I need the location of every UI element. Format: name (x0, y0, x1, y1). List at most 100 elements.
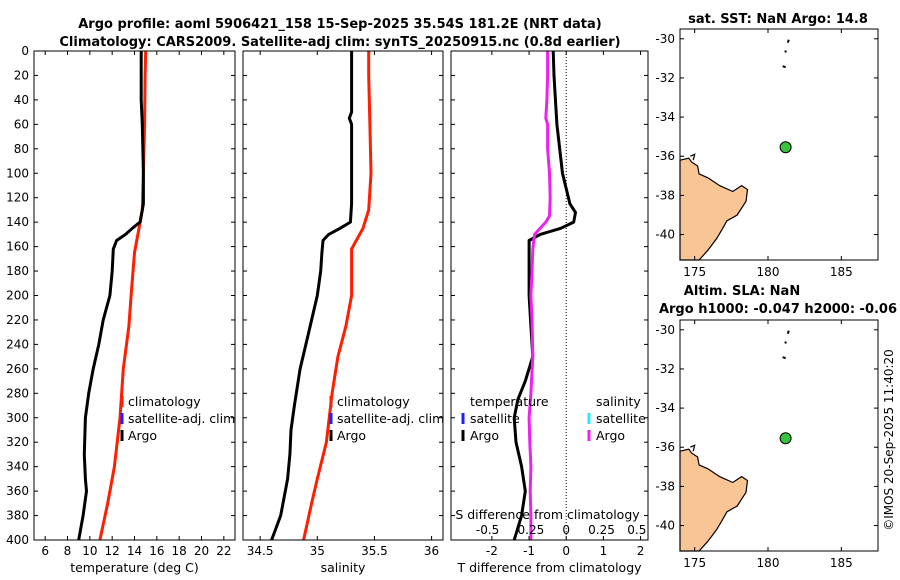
x-tick-label: 185 (830, 265, 853, 279)
legend-label: climatology (337, 394, 410, 409)
x-tick-label: 1 (600, 544, 608, 558)
top-x-tick-label: 0.5 (627, 523, 646, 537)
y-tick-label: -36 (655, 149, 675, 163)
y-tick-label: 180 (6, 264, 29, 278)
x-tick-label: 175 (683, 265, 706, 279)
y-tick-label: 140 (6, 215, 29, 229)
map-frame (679, 319, 879, 552)
y-tick-label: 340 (6, 460, 29, 474)
legend-label: climatology (128, 394, 201, 409)
y-tick-label: -38 (655, 188, 675, 202)
legend-label: satellite-adj. clim (128, 411, 235, 426)
x-tick-label: 14 (127, 544, 142, 558)
map-sst_map: 175 180 185 -30 -32 -34 -36 -38 -40 (655, 28, 879, 279)
sla-map-title-line1: Altim. SLA: NaN (684, 284, 800, 299)
y-tick-label: -40 (655, 519, 675, 533)
y-tick-label: -30 (655, 32, 675, 46)
y-tick-label: 200 (6, 289, 29, 303)
x-tick-label: 8 (64, 544, 72, 558)
y-tick-label: 100 (6, 166, 29, 180)
x-tick-label: 34.5 (247, 544, 274, 558)
x-tick-label: 185 (830, 556, 853, 570)
sla-map-title-line2: Argo h1000: -0.047 h2000: -0.06 (659, 302, 897, 317)
y-tick-label: 80 (14, 142, 29, 156)
series-argo (77, 51, 145, 541)
x-tick-label: 18 (172, 544, 187, 558)
x-tick-label: 0 (562, 544, 570, 558)
imos-watermark: ©IMOS 20-Sep-2025 11:40:20 (882, 349, 896, 531)
legend-title: temperature (470, 394, 549, 409)
y-tick-label: 360 (6, 484, 29, 498)
y-tick-label: -32 (655, 362, 675, 376)
panel-salinity: 34.5 35 35.5 36 salinity climatology satellite… (242, 50, 444, 575)
panel-temperature: 0 20 40 60 80 100 120 140 160 180 200 220 240 260 280 3… (6, 44, 236, 575)
land-mass (679, 157, 749, 261)
x-tick-label: -1 (523, 544, 535, 558)
land-mass (679, 448, 749, 552)
island-outlines (782, 330, 790, 360)
legend-label: Argo (470, 428, 499, 443)
y-tick-label: 120 (6, 191, 29, 205)
x-tick-label: 2 (637, 544, 645, 558)
top-x-tick-label: 0 (562, 523, 570, 537)
y-tick-label: 260 (6, 362, 29, 376)
y-tick-label: 0 (21, 44, 29, 58)
y-tick-label: -34 (655, 110, 675, 124)
x-tick-label: 16 (149, 544, 164, 558)
legend-title: salinity (596, 394, 641, 409)
coastline-detail (690, 153, 696, 161)
map-frame (679, 28, 879, 261)
float-location-marker (779, 141, 792, 154)
y-tick-label: 20 (14, 68, 29, 82)
top-x-tick-label: 0.25 (518, 523, 545, 537)
y-tick-label: 320 (6, 435, 29, 449)
y-tick-label: 240 (6, 337, 29, 351)
x-tick-label: 12 (105, 544, 120, 558)
y-tick-label: -36 (655, 440, 675, 454)
x-axis-label: T difference from climatology (456, 560, 642, 575)
x-tick-label: 35.5 (361, 544, 388, 558)
series-climatology (98, 50, 148, 541)
y-tick-label: 280 (6, 386, 29, 400)
y-tick-label: -38 (655, 479, 675, 493)
map-sla_map: 175 180 185 -30 -32 -34 -36 -38 -40 (655, 319, 879, 570)
x-tick-label: 175 (683, 556, 706, 570)
legend-label: satellite (470, 411, 520, 426)
panel-difference: -2 -1 0 1 2 T difference from climatology S di… (450, 50, 649, 575)
y-tick-label: -34 (655, 401, 675, 415)
coastline-detail (690, 444, 696, 452)
x-tick-label: -2 (486, 544, 498, 558)
series-salinity-argo (527, 51, 552, 540)
x-tick-label: 180 (757, 265, 780, 279)
x-tick-label: 10 (82, 544, 97, 558)
legend-label: satellite (596, 411, 646, 426)
top-x-axis-label: S difference from climatology (455, 507, 640, 522)
y-tick-label: -32 (655, 71, 675, 85)
legend-label: Argo (337, 428, 366, 443)
x-tick-label: 22 (216, 544, 231, 558)
legend-label: Argo (596, 428, 625, 443)
top-x-tick-label: 0.25 (588, 523, 615, 537)
legend-label: satellite-adj. clim (337, 411, 444, 426)
axes-frame (242, 50, 444, 541)
axes-frame (450, 50, 649, 541)
top-x-tick-label: -0.5 (476, 523, 499, 537)
main-title-line1: Argo profile: aoml 5906421_158 15-Sep-20… (78, 17, 602, 32)
island-outlines (782, 39, 790, 69)
y-tick-label: -40 (655, 228, 675, 242)
panels-group: 0204060801001201401601802002202402602803… (6, 28, 879, 575)
axes-frame (33, 50, 236, 541)
float-location-marker (779, 432, 792, 445)
x-tick-label: 35 (310, 544, 325, 558)
y-tick-label: 160 (6, 240, 29, 254)
main-title-line2: Climatology: CARS2009. Satellite-adj cli… (59, 35, 620, 50)
y-tick-label: 400 (6, 533, 29, 547)
legend-label: Argo (128, 428, 157, 443)
x-tick-label: 20 (194, 544, 209, 558)
series-climatology (302, 51, 373, 541)
series-temperature-argo (512, 50, 577, 541)
x-tick-label: 6 (41, 544, 49, 558)
sst-map-title: sat. SST: NaN Argo: 14.8 (688, 12, 868, 27)
y-tick-label: 300 (6, 411, 29, 425)
series-argo (270, 51, 354, 541)
